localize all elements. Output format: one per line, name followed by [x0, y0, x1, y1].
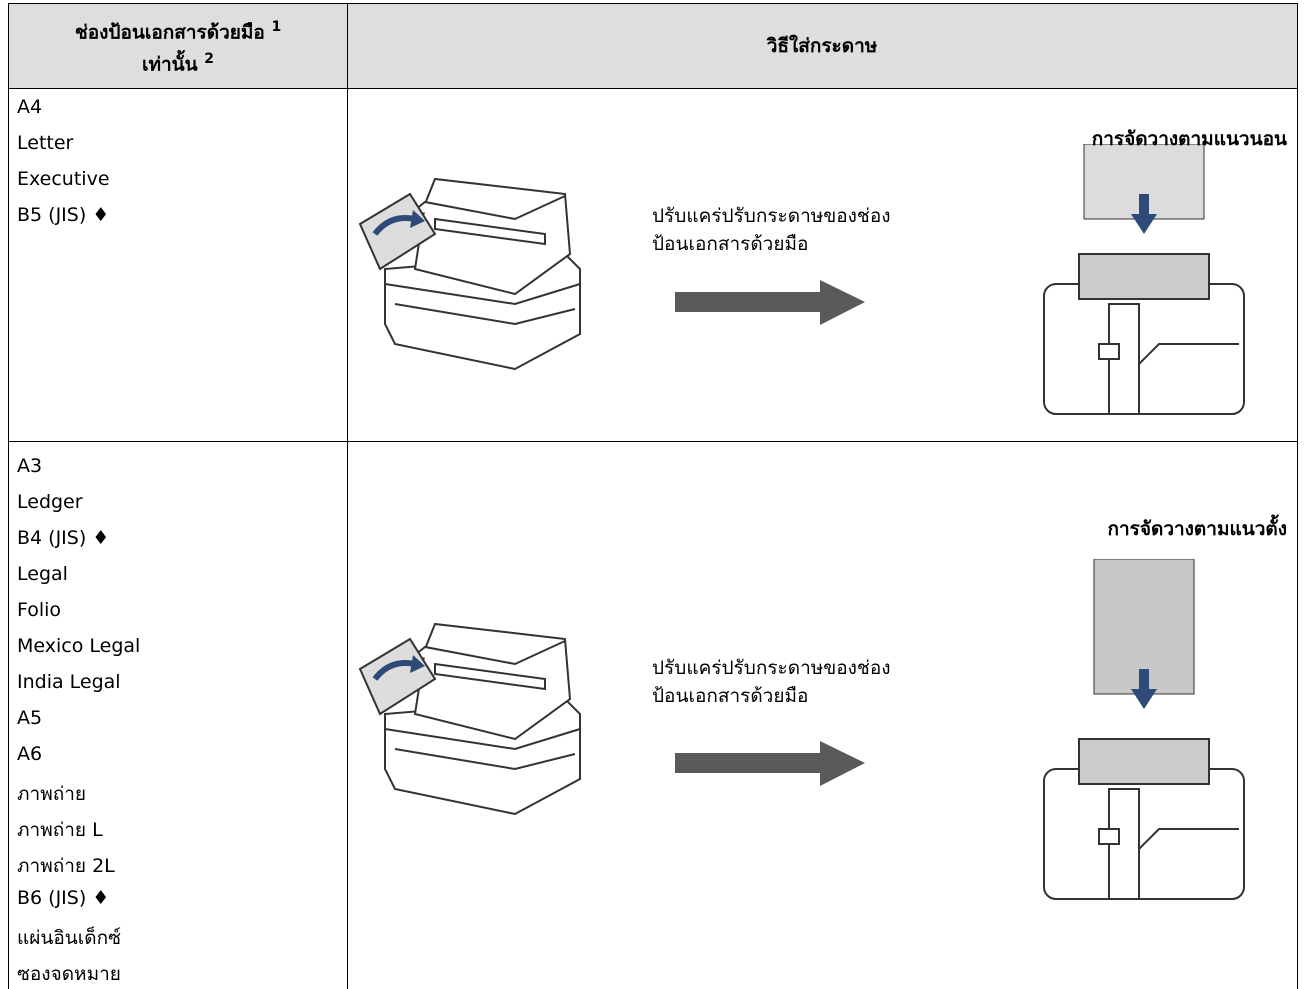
paper-size: Legal: [17, 563, 68, 585]
paper-size: แผ่นอินเด็กซ์: [17, 927, 121, 949]
tray-illustration: [1043, 559, 1245, 900]
paper-size: Folio: [17, 599, 62, 621]
paper-size: Letter: [17, 132, 74, 154]
table: ช่องป้อนเอกสารด้วยมือ 1 เท่านั้น 2 วิธีใ…: [8, 3, 1298, 989]
arrow: [675, 280, 865, 325]
orientation-label: การจัดวางตามแนวนอน: [1091, 128, 1287, 150]
paper-size: Executive: [17, 168, 110, 190]
paper-size: B5 (JIS) ♦: [17, 204, 110, 226]
column-divider: [347, 4, 348, 989]
header-line: เท่านั้น 2: [142, 46, 214, 78]
instruction-line: ป้อนเอกสารด้วยมือ: [652, 233, 809, 255]
paper-size: A3: [17, 455, 43, 477]
instruction-line: ปรับแคร่ปรับกระดาษของช่อง: [652, 205, 891, 227]
instruction-line: ปรับแคร่ปรับกระดาษของช่อง: [652, 657, 891, 679]
arrow: [675, 741, 865, 786]
instruction-line: ป้อนเอกสารด้วยมือ: [652, 685, 809, 707]
paper-size: A5: [17, 707, 43, 729]
paper-size: Mexico Legal: [17, 635, 141, 657]
paper-size: ภาพถ่าย L: [17, 819, 103, 841]
row-divider: [9, 441, 1297, 442]
paper-size: ภาพถ่าย 2L: [17, 855, 115, 877]
paper-size: ภาพถ่าย: [17, 783, 87, 805]
header-line: ช่องป้อนเอกสารด้วยมือ 1: [75, 14, 281, 46]
header-cell: ช่องป้อนเอกสารด้วยมือ 1 เท่านั้น 2: [9, 4, 347, 89]
footnote-ref: 2: [204, 51, 215, 67]
printer-illustration: [355, 174, 585, 374]
header-text: วิธีใส่กระดาษ: [766, 34, 878, 57]
orientation-label: การจัดวางตามแนวตั้ง: [1107, 518, 1287, 540]
paper-size: ซองจดหมาย: [17, 963, 121, 985]
paper-size: India Legal: [17, 671, 121, 693]
header-text: ช่องป้อนเอกสารด้วยมือ: [74, 21, 265, 43]
printer-illustration: [355, 619, 585, 819]
paper-size: A4: [17, 96, 43, 118]
paper-size: B6 (JIS) ♦: [17, 887, 110, 909]
tray-illustration: [1043, 144, 1245, 415]
paper-size: Ledger: [17, 491, 83, 513]
footnote-ref: 1: [271, 18, 282, 35]
paper-size: B4 (JIS) ♦: [17, 527, 110, 549]
header-cell: วิธีใส่กระดาษ: [347, 4, 1297, 89]
header-text: เท่านั้น: [141, 53, 198, 76]
paper-size: A6: [17, 743, 43, 765]
